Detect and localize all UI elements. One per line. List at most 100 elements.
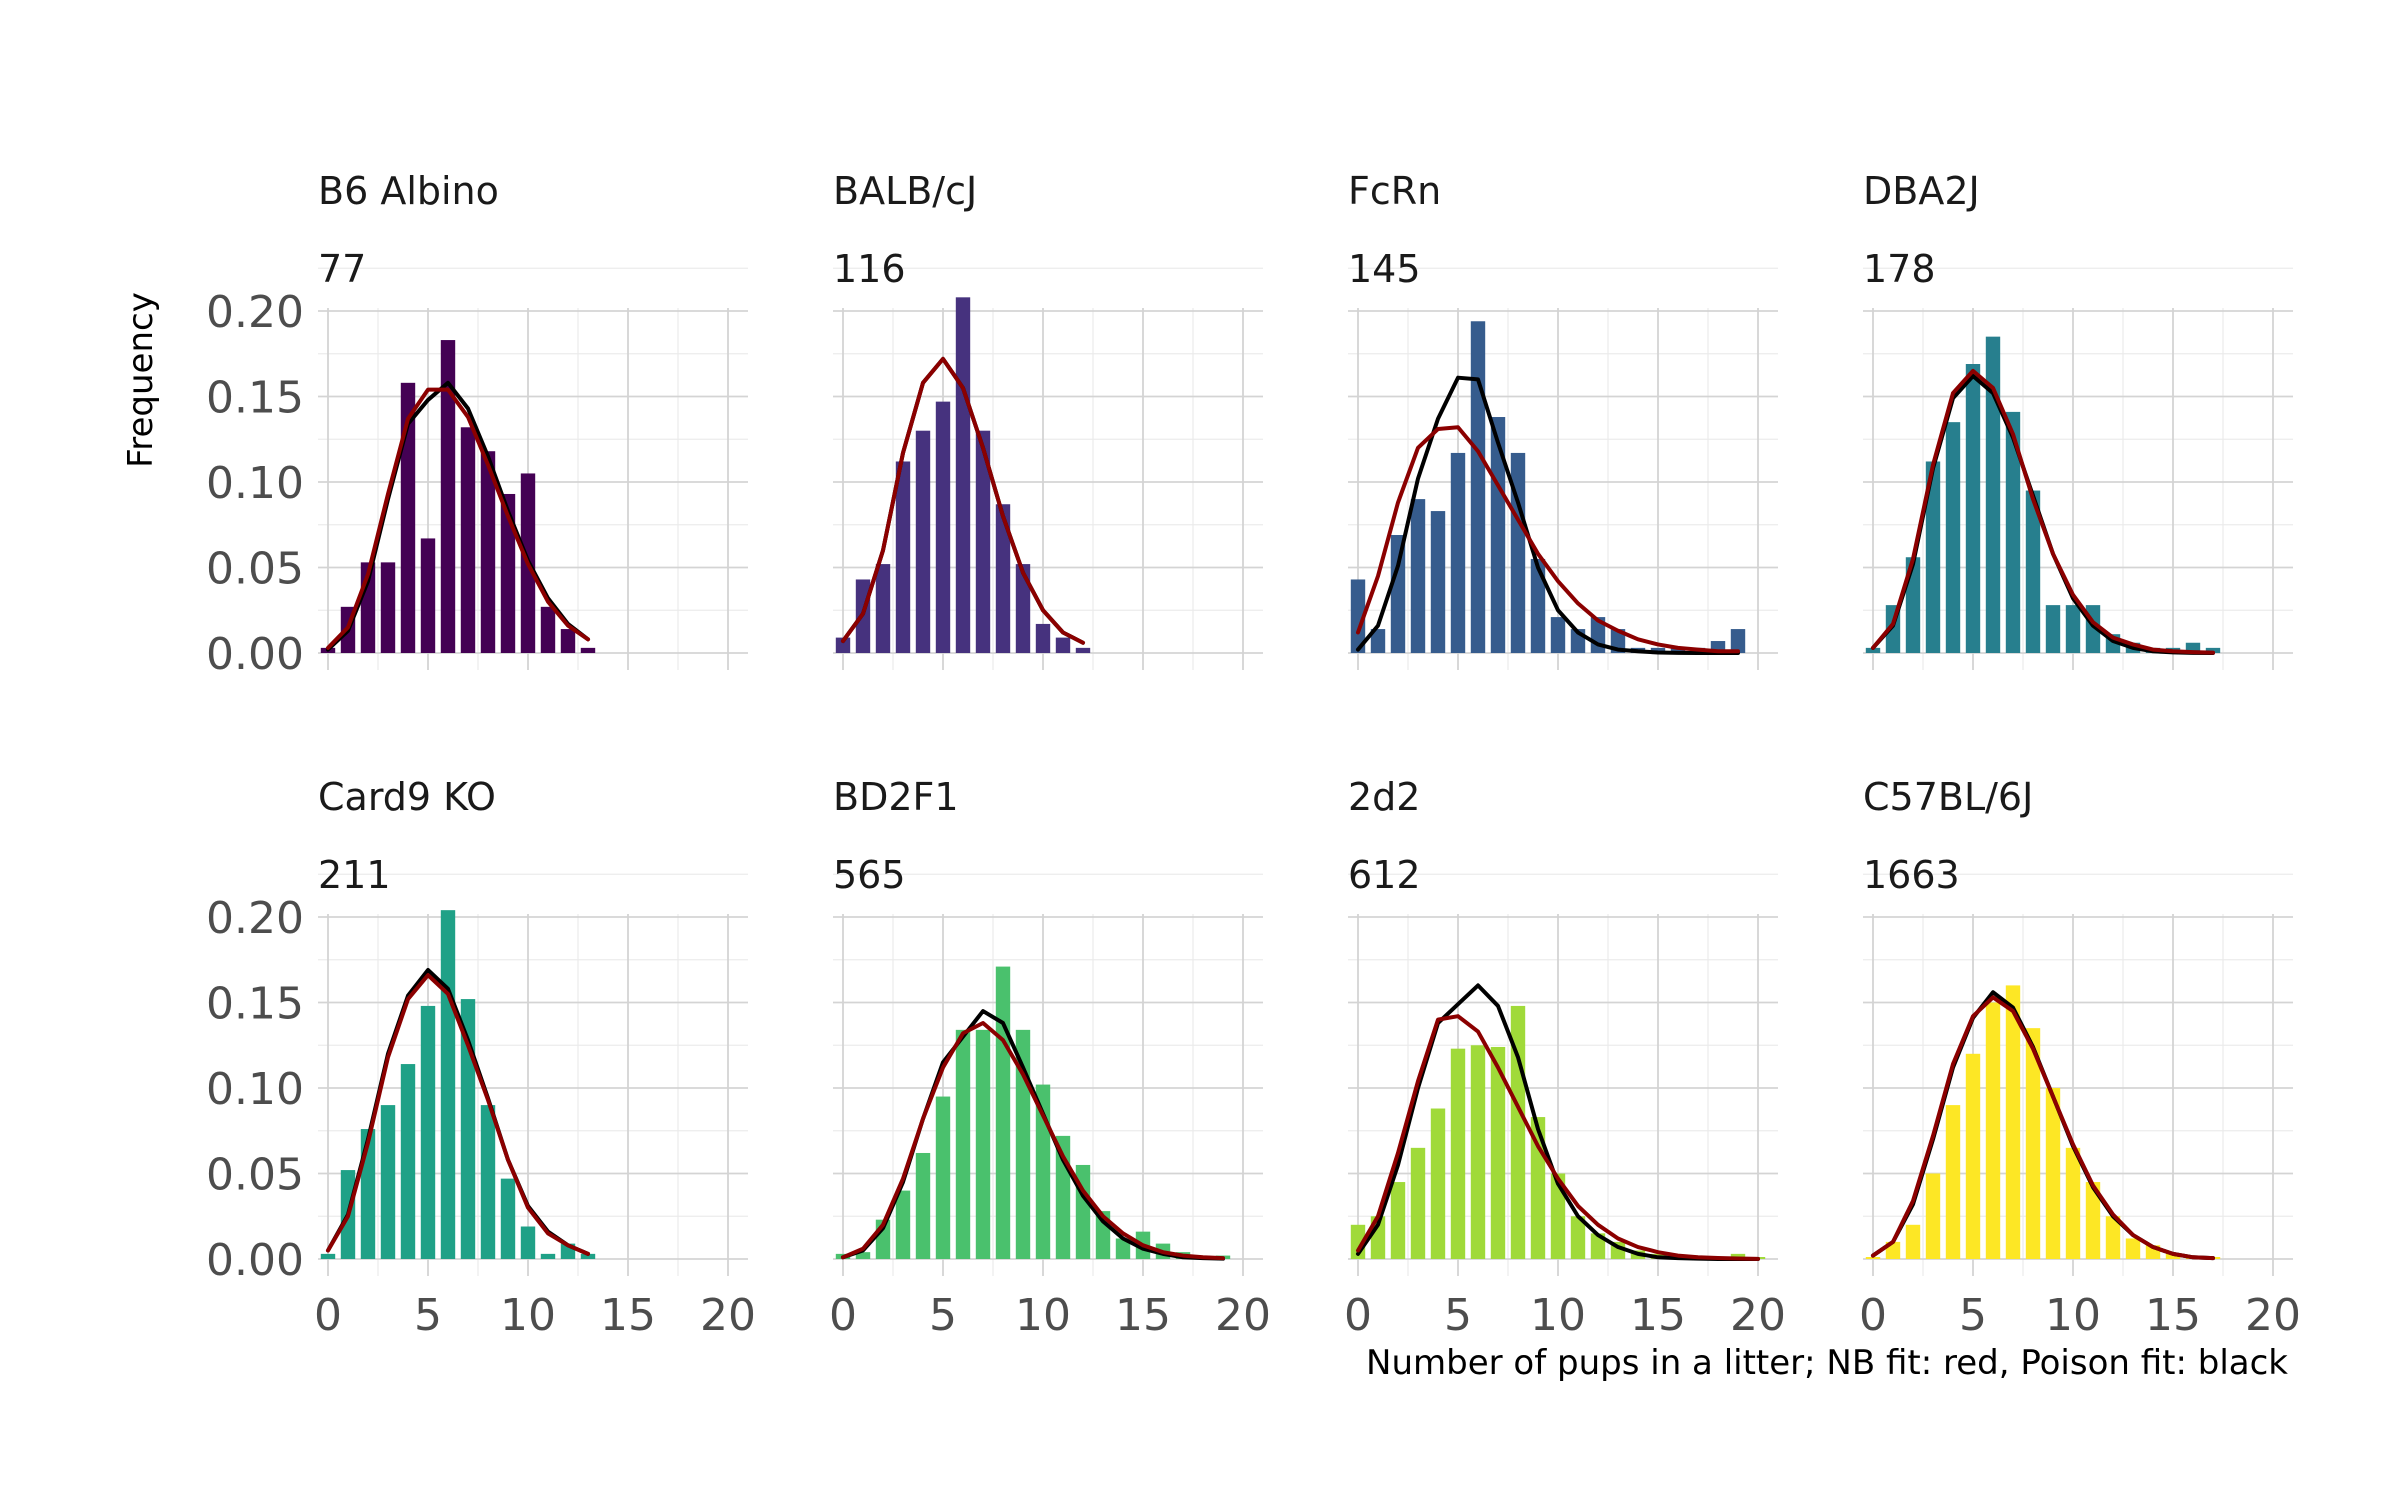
x-tick-label: 5 [929,1290,957,1341]
x-tick-label: 10 [1530,1290,1586,1341]
histogram-bar [895,461,911,653]
y-tick-label: 0.15 [206,979,304,1030]
panel-3: FcRn 145 [1348,169,1778,670]
histogram-bar [560,629,576,653]
histogram-bar [1490,1046,1506,1259]
x-tick-label: 20 [1215,1290,1271,1341]
x-tick-label: 5 [414,1290,442,1341]
poisson-fit-line [1871,990,2215,1261]
panel-7: 2d2 612 0 5 10 15 20 [1344,775,1786,1341]
histogram-bar [955,297,971,653]
histogram-bar [1390,535,1406,653]
x-tick-label: 15 [1630,1290,1686,1341]
histogram-bar [1550,617,1566,653]
histogram-bar [2085,1182,2101,1259]
y-tick-label: 0.00 [206,629,304,680]
histogram-bar [995,966,1011,1259]
histogram-bar [935,401,951,653]
y-tick-label: 0.10 [206,458,304,509]
panel-strain-title: BD2F1 [833,775,959,819]
nb-fit-line [841,356,1085,645]
panel-count-label: 1663 [1863,853,1960,897]
histogram-bar [380,562,396,653]
histogram-bar [1075,647,1091,653]
x-axis-label: Number of pups in a litter; NB fit: red,… [1366,1343,2288,1383]
histogram-bar [2185,642,2201,653]
histogram-bar [2025,1028,2041,1259]
panel-strain-title: DBA2J [1863,169,1980,213]
x-tick-label: 10 [1015,1290,1071,1341]
panel-1: B6 Albino 77 0.00 0.05 0.10 0.15 0.20 [206,169,748,680]
histogram-bar [895,1190,911,1259]
panel-strain-title: Card9 KO [318,775,496,819]
x-tick-label: 10 [500,1290,556,1341]
histogram-bar [540,1253,556,1259]
histogram-bar [1430,1108,1446,1259]
histogram-bar [1015,1029,1031,1259]
nb-fit-line [841,1021,1225,1261]
histogram-bar [955,1029,971,1259]
panel-count-label: 116 [833,247,906,291]
histogram-bar [975,1029,991,1259]
histogram-bar [2045,1088,2061,1259]
histogram-bar [1370,629,1386,653]
histogram-bar [1710,641,1726,653]
histogram-bar [1925,461,1941,653]
histogram-bar [2165,1253,2181,1259]
histogram-bar [2005,985,2021,1259]
nb-fit-line [1871,368,2215,655]
panel-strain-title: C57BL/6J [1863,775,2033,819]
histogram-bar [380,1105,396,1259]
y-axis-label: Frequency [121,292,161,468]
histogram-bar [400,1064,416,1259]
panel-count-label: 178 [1863,247,1936,291]
nb-fit-line [326,387,590,650]
histogram-bar [935,1096,951,1259]
histogram-bar [500,1178,516,1259]
y-tick-label: 0.20 [206,893,304,944]
histogram-bar [1905,1224,1921,1259]
histogram-bar [1450,1048,1466,1259]
nb-fit-line [326,973,590,1256]
panel-2: BALB/cJ 116 [833,169,1263,670]
histogram-bar [2065,605,2081,653]
y-tick-label: 0.05 [206,544,304,595]
histogram-bar [520,1226,536,1259]
histogram-bar [1865,1257,1881,1259]
poisson-fit-line [1356,375,1740,655]
histogram-bar [995,504,1011,653]
histogram-bar [1570,1216,1586,1259]
histogram-bar [540,606,556,653]
histogram-bar [1965,364,1981,653]
histogram-bar [420,538,436,653]
y-tick-label: 0.15 [206,373,304,424]
x-tick-label: 20 [1730,1290,1786,1341]
x-tick-label: 20 [2245,1290,2301,1341]
histogram-bar [1470,321,1486,653]
histogram-bar [2045,605,2061,653]
panel-count-label: 612 [1348,853,1421,897]
panel-strain-title: BALB/cJ [833,169,977,213]
histogram-bar [460,427,476,653]
panel-count-label: 77 [318,247,366,291]
histogram-bar [1650,647,1666,653]
x-tick-label: 15 [2145,1290,2201,1341]
histogram-bar [580,647,596,653]
panel-strain-title: FcRn [1348,169,1441,213]
y-tick-label: 0.05 [206,1150,304,1201]
histogram-bar [1865,647,1881,653]
x-tick-label: 0 [314,1290,342,1341]
nb-fit-line [1871,995,2215,1261]
histogram-bar [500,493,516,653]
panels-group: B6 Albino 77 0.00 0.05 0.10 0.15 0.20 BALB/cJ 11… [206,169,2301,1341]
nb-fit-line [1356,1014,1760,1261]
histogram-bar [1430,511,1446,653]
histogram-bar [400,382,416,653]
histogram-bar [1410,499,1426,653]
histogram-bar [1450,452,1466,653]
histogram-bar [480,451,496,653]
histogram-bar [1035,623,1051,653]
y-tick-label: 0.10 [206,1064,304,1115]
histogram-bar [1055,637,1071,653]
histogram-bar [915,1152,931,1259]
